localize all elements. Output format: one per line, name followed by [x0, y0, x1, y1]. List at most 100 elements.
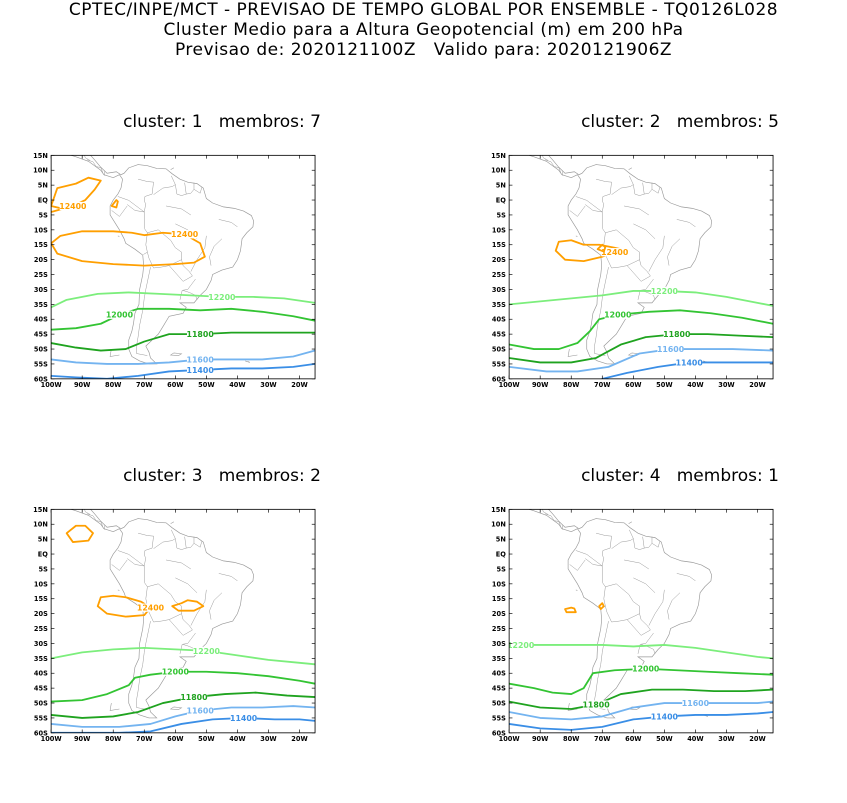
lat-label: 35S — [492, 301, 506, 309]
island-outline — [117, 589, 120, 591]
contour-label: 11800 — [187, 330, 215, 339]
contour-label: 12000 — [162, 668, 190, 677]
lat-label: 60S — [492, 375, 506, 383]
country-border — [611, 175, 634, 195]
contour-12400 — [171, 599, 205, 612]
lat-label: 50S — [34, 346, 48, 354]
contour-label: 12400 — [171, 230, 199, 239]
contour-label: 12400 — [59, 202, 87, 211]
lat-label: EQ — [496, 551, 506, 559]
lon-label: 70W — [136, 381, 153, 389]
country-border — [218, 219, 238, 228]
country-border — [175, 577, 198, 593]
contour-12000 — [509, 667, 774, 695]
country-border — [111, 559, 128, 571]
contour-11600 — [51, 349, 316, 365]
country-border — [667, 592, 681, 620]
panel-title: cluster: 1 membros: 7 — [123, 112, 321, 132]
lat-label: 10N — [491, 521, 506, 529]
lat-label: EQ — [496, 197, 506, 205]
lon-label: 30W — [260, 381, 277, 389]
map-frame — [50, 508, 316, 734]
island-outline — [628, 521, 632, 524]
lat-label: 30S — [34, 640, 48, 648]
contour-12400 — [554, 239, 629, 263]
panel-title: cluster: 2 membros: 5 — [581, 112, 779, 132]
contour-label-bg — [137, 603, 164, 612]
contour-label-bg — [230, 713, 257, 723]
contour-label: 12400 — [601, 248, 629, 257]
lat-label: 10S — [492, 580, 506, 588]
contour-label: 11600 — [187, 706, 215, 715]
country-border — [87, 159, 103, 173]
contour-11600 — [509, 348, 774, 373]
contour-12200 — [509, 290, 774, 307]
lon-label: 60W — [625, 381, 642, 389]
country-border — [596, 178, 612, 213]
contour-label: 12200 — [208, 293, 236, 302]
header-title: CPTEC/INPE/MCT - PREVISAO DE TEMPO GLOBA… — [68, 0, 779, 20]
country-border — [575, 196, 603, 213]
lon-label: 20W — [291, 735, 308, 743]
contour-label: 11400 — [676, 358, 704, 367]
lat-label: 5N — [496, 536, 506, 544]
contour-label: 11800 — [582, 700, 610, 709]
contour-label: 11800 — [663, 330, 691, 339]
country-border — [633, 223, 656, 239]
lat-label: 15S — [34, 241, 48, 249]
lat-label: 20S — [492, 256, 506, 264]
lon-label: 70W — [594, 735, 611, 743]
contour-12000 — [51, 307, 316, 331]
country-border — [596, 532, 612, 567]
map-frame — [508, 154, 774, 380]
lat-label: 30S — [492, 640, 506, 648]
contour-11800 — [51, 331, 316, 352]
lon-label: 50W — [656, 735, 673, 743]
lon-label: 80W — [563, 381, 580, 389]
country-border — [642, 182, 645, 195]
lat-label: 45S — [34, 331, 48, 339]
contour-12400 — [96, 594, 152, 618]
country-border — [605, 583, 640, 623]
cluster-panel-4: cluster: 4 membros: 1 12200 12000 11800 116… — [491, 466, 840, 761]
contour-label: 12200 — [507, 641, 535, 650]
lat-label: 20S — [492, 610, 506, 618]
lon-label: 20W — [291, 381, 308, 389]
lon-label: 30W — [718, 381, 735, 389]
contour-12400 — [598, 602, 605, 611]
country-border — [117, 550, 145, 567]
country-border — [143, 211, 148, 255]
contour-label-bg — [604, 310, 632, 319]
cluster-panel-2: cluster: 2 membros: 5 12400 12200 12000 118… — [491, 112, 840, 407]
lat-label: 50S — [492, 700, 506, 708]
country-border — [575, 550, 603, 567]
country-border — [84, 509, 91, 515]
contour-label-bg — [162, 667, 189, 676]
lat-label: 40S — [34, 316, 48, 324]
country-border — [633, 577, 656, 593]
lat-label: 10N — [491, 167, 506, 175]
lat-label: 5N — [38, 536, 48, 544]
country-border — [667, 238, 681, 266]
lat-label: 60S — [34, 375, 48, 383]
country-border — [594, 621, 609, 710]
country-border — [676, 219, 696, 228]
country-border — [594, 267, 609, 356]
contour-label: 11400 — [230, 714, 258, 723]
island-outline — [169, 706, 183, 710]
contour-label-bg — [186, 706, 214, 715]
lon-label: 20W — [749, 735, 766, 743]
country-border — [209, 592, 223, 620]
lat-label: 10N — [33, 167, 48, 175]
contour-11400 — [51, 363, 316, 379]
panel-title: cluster: 3 membros: 2 — [123, 466, 321, 486]
lon-label: 100W — [41, 735, 63, 743]
lon-label: 40W — [687, 381, 704, 389]
country-border — [168, 613, 193, 636]
contour-label: 12000 — [604, 311, 632, 320]
lat-label: 10S — [492, 226, 506, 234]
contour-11400 — [51, 717, 316, 733]
lat-label: 45S — [492, 685, 506, 693]
country-border — [136, 621, 151, 710]
country-border — [569, 205, 586, 217]
